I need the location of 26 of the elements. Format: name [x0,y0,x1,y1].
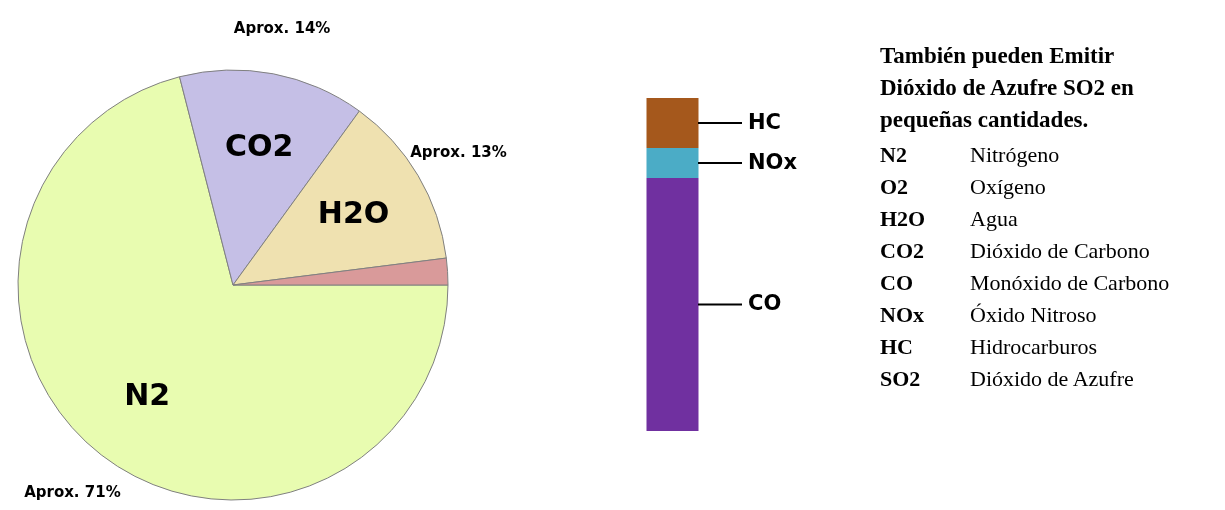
data-label: Aprox. 71% [24,483,121,502]
text: También pueden Emitir Dióxido de Azufre SO2 en pequeñas cantidades. [880,43,1135,132]
category-label: HC [880,334,913,359]
slice-label: N2 [124,376,171,412]
category-label: N2 [880,142,907,167]
slice-label: CO2 [225,128,294,164]
category-label: SO2 [880,366,921,391]
text: Dióxido de Carbono [970,238,1150,263]
text: Hidrocarburos [970,334,1098,359]
category-label: NOx [880,302,924,327]
text: CO [748,291,782,316]
text: Oxígeno [970,174,1046,199]
text: Monóxido de Carbono [970,270,1170,295]
category-label: CO2 [880,238,924,263]
category-label: H2O [880,206,926,231]
data-label: Aprox. 13% [410,142,507,161]
category-label: CO [880,270,913,295]
text: Agua [970,206,1018,231]
text: Óxido Nitroso [970,302,1097,327]
category-label: O2 [880,174,909,199]
slice-label: H2O [317,194,390,230]
data-label: Aprox. 14% [233,18,331,37]
text: NOx [748,149,798,174]
text: Dióxido de Azufre [970,366,1134,391]
text: Nitrógeno [970,142,1060,167]
text: HC [748,109,781,134]
